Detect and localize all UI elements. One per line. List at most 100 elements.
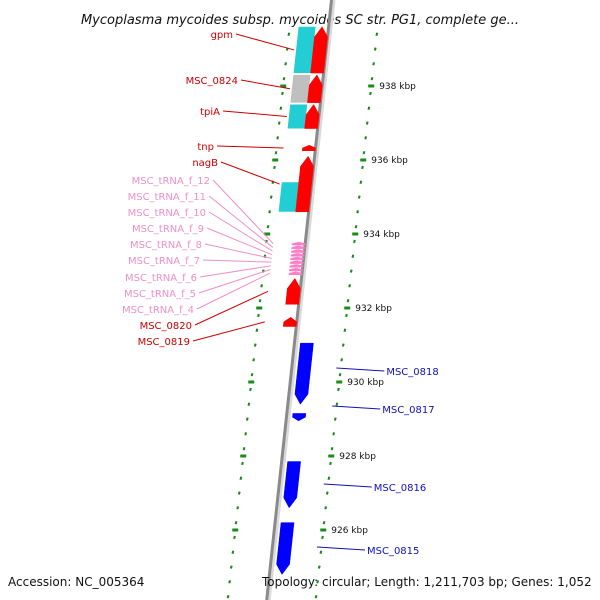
tick-dot — [319, 550, 323, 554]
tick-dot — [327, 476, 331, 480]
tick-dot — [281, 91, 284, 96]
tick-dot — [258, 298, 262, 303]
gene-label: MSC_tRNA_f_11 — [128, 192, 206, 203]
gene-arrow — [290, 256, 304, 261]
gene-arrow — [310, 26, 328, 74]
feature-box — [278, 182, 299, 212]
label-leader — [192, 321, 265, 342]
gene-label: MSC_0820 — [140, 321, 192, 332]
tick-dot — [351, 254, 355, 258]
label-leader — [323, 483, 372, 488]
tick-label: 938 kbp — [379, 82, 416, 92]
tick-dot — [277, 121, 281, 125]
gene-arrow — [290, 252, 305, 257]
label-leader — [196, 272, 271, 310]
tick-label: 926 kbp — [331, 526, 368, 536]
tick-label: 934 kbp — [363, 230, 400, 240]
gene-arrow — [283, 461, 301, 509]
gene-label: MSC_tRNA_f_7 — [128, 256, 200, 267]
tick-dot — [348, 284, 352, 288]
gene-arrow — [282, 316, 298, 327]
label-leader — [199, 265, 271, 278]
gene-label: MSC_0818 — [386, 367, 438, 378]
label-leader — [206, 227, 273, 256]
gene-arrow — [288, 271, 303, 275]
tick-dot — [330, 446, 334, 451]
feature-boxes — [278, 26, 316, 212]
tick-dot — [268, 210, 272, 214]
tick-dot — [373, 47, 377, 51]
tick-dot — [263, 254, 267, 258]
tick-dot — [361, 165, 364, 170]
label-leader — [235, 33, 295, 51]
gene-label: MSC_0817 — [382, 405, 434, 416]
gene-arrow — [290, 249, 305, 253]
tick-dot — [276, 136, 280, 140]
accession-text: Accession: NC_005364 — [8, 575, 144, 589]
tick-dot — [333, 417, 337, 421]
gene-label: gpm — [211, 30, 233, 41]
gene-label: nagB — [192, 158, 218, 169]
label-leader — [208, 211, 273, 252]
tick-dot — [370, 76, 374, 81]
tick-dot — [260, 284, 264, 288]
topology-text: Topology: circular; Length: 1,211,703 bp… — [261, 575, 592, 589]
gene-arrow — [291, 245, 306, 250]
gene-arrow — [285, 277, 301, 305]
gene-arrow — [289, 260, 304, 264]
tick-dot — [228, 580, 232, 584]
gene-arrow — [288, 267, 303, 272]
tick-dot — [245, 417, 249, 421]
gene-label: MSC_tRNA_f_9 — [132, 224, 204, 235]
gene-label: MSC_0824 — [186, 76, 238, 87]
gene-label: MSC_tRNA_f_6 — [125, 273, 197, 284]
label-leader — [316, 546, 366, 551]
gene-label: MSC_tRNA_f_10 — [128, 208, 206, 219]
gene-arrow — [289, 264, 304, 268]
label-leader — [204, 243, 272, 259]
tick-dot — [357, 195, 361, 199]
tick-dot — [322, 520, 326, 525]
gene-arrow — [294, 342, 314, 405]
tick-dot — [252, 358, 256, 362]
tick-dot — [356, 210, 360, 214]
tick-layer: 938 kbp 936 kbp 934 kbp 932 kbp 930 kbp 928 k… — [226, 32, 416, 599]
tick-dot — [329, 461, 332, 466]
tick-dot — [364, 136, 368, 140]
tick-dot — [255, 328, 259, 332]
gene-label: MSC_0815 — [367, 546, 419, 557]
label-leader — [336, 367, 385, 372]
tick-dot — [359, 180, 363, 184]
tick-label: 928 kbp — [339, 452, 376, 462]
tick-dot — [226, 594, 230, 599]
tick-dot — [249, 387, 252, 392]
tick-dot — [367, 106, 371, 110]
gene-label: MSC_0816 — [374, 483, 426, 494]
tick-dot — [317, 565, 321, 569]
gene-arrow — [307, 74, 323, 103]
label-leader — [194, 290, 269, 326]
gene-labels: gpm MSC_0824 tpiA tnp nagB MSC_tRNA_f_12 MSC_t… — [122, 30, 439, 557]
tick-dot — [369, 91, 372, 96]
tick-dot — [325, 491, 329, 495]
gene-arrow — [301, 144, 316, 151]
gene-label: MSC_tRNA_f_5 — [124, 289, 196, 300]
tick-dot — [365, 121, 369, 125]
gene-arrow — [292, 413, 307, 422]
tick-dot — [372, 62, 375, 66]
gene-label: tpiA — [200, 107, 220, 118]
label-leader — [240, 79, 291, 90]
tick-label: 930 kbp — [347, 378, 384, 388]
tick-dot — [271, 180, 275, 184]
gene-label: MSC_0819 — [138, 337, 190, 348]
tick-dot — [285, 47, 289, 51]
gene-arrow — [276, 522, 295, 575]
tick-dot — [338, 372, 342, 377]
map-title: Mycoplasma mycoides subsp. mycoides SC s… — [81, 13, 519, 28]
tick-dot — [253, 343, 257, 347]
tick-dot — [375, 32, 379, 36]
tick-dot — [247, 402, 251, 406]
tick-dot — [250, 372, 254, 377]
tick-dot — [282, 76, 286, 81]
